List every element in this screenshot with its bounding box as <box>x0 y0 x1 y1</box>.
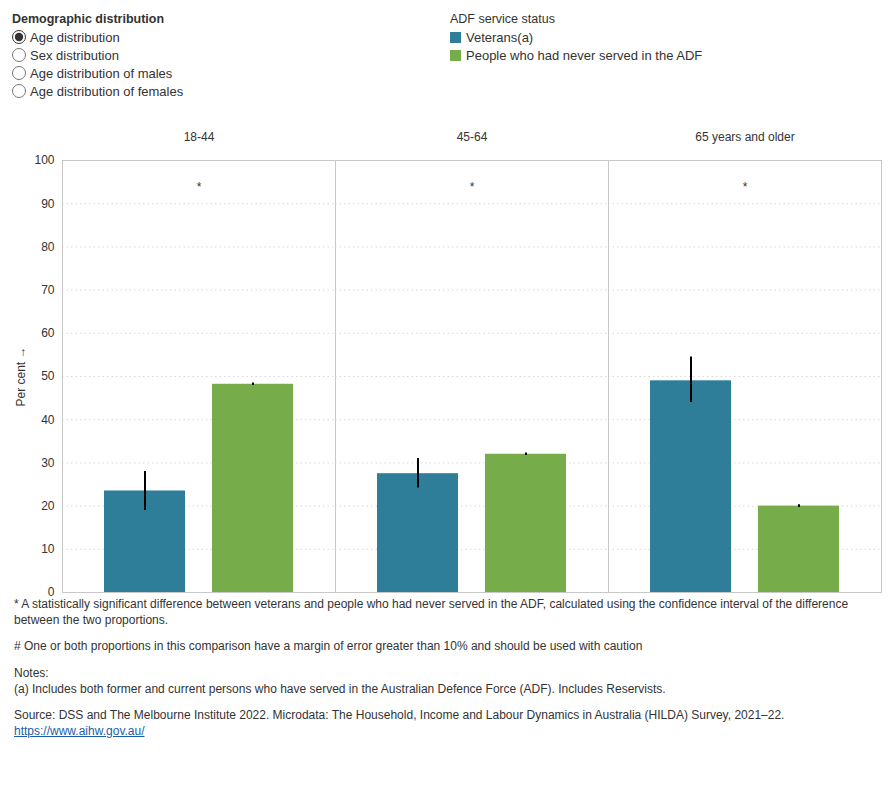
svg-text:Per cent →: Per cent → <box>14 346 28 406</box>
svg-text:80: 80 <box>41 240 55 254</box>
svg-text:65 years and older: 65 years and older <box>695 130 794 144</box>
html-text:* A statistically significant: * A statistically significant difference… <box>14 597 849 628</box>
html-text:Age distribution: Age distribution <box>30 29 120 45</box>
svg-text:60: 60 <box>41 326 55 340</box>
html-text:Age distribution of females: Age distribution of females <box>30 83 184 99</box>
html-text:Age distribution of males: Age distribution of males <box>30 65 173 81</box>
html-text:Veterans(a): Veterans(a) <box>466 29 534 45</box>
html-text:https://www.aihw.gov.au/: https://www.aihw.gov.au/ <box>14 724 145 739</box>
html-text:(a) Includes both former and c: (a) Includes both former and current per… <box>14 681 666 696</box>
html-text:People who had never served in: People who had never served in the ADF <box>466 47 703 63</box>
svg-text:*: * <box>197 180 202 194</box>
svg-text:50: 50 <box>41 369 55 383</box>
svg-text:18-44: 18-44 <box>184 130 215 144</box>
svg-text:90: 90 <box>41 197 55 211</box>
svg-text:10: 10 <box>41 542 55 556</box>
html-text:# One or both proportions in t: # One or both proportions in this compar… <box>14 639 643 654</box>
html-text:Source: DSS and The Melbourne: Source: DSS and The Melbourne Institute … <box>14 707 785 722</box>
svg-text:20: 20 <box>41 499 55 513</box>
svg-text:30: 30 <box>41 456 55 470</box>
html-text:ADF service status: ADF service status <box>450 12 555 26</box>
html-text:Demographic distribution: Demographic distribution <box>12 12 165 26</box>
svg-text:40: 40 <box>41 413 55 427</box>
svg-text:0: 0 <box>48 585 55 596</box>
html-text:Sex distribution: Sex distribution <box>30 47 119 63</box>
svg-text:100: 100 <box>34 153 54 167</box>
html-text:Notes:: Notes: <box>14 665 49 680</box>
svg-text:*: * <box>470 180 475 194</box>
svg-text:45-64: 45-64 <box>457 130 488 144</box>
svg-text:*: * <box>743 180 748 194</box>
svg-text:70: 70 <box>41 283 55 297</box>
